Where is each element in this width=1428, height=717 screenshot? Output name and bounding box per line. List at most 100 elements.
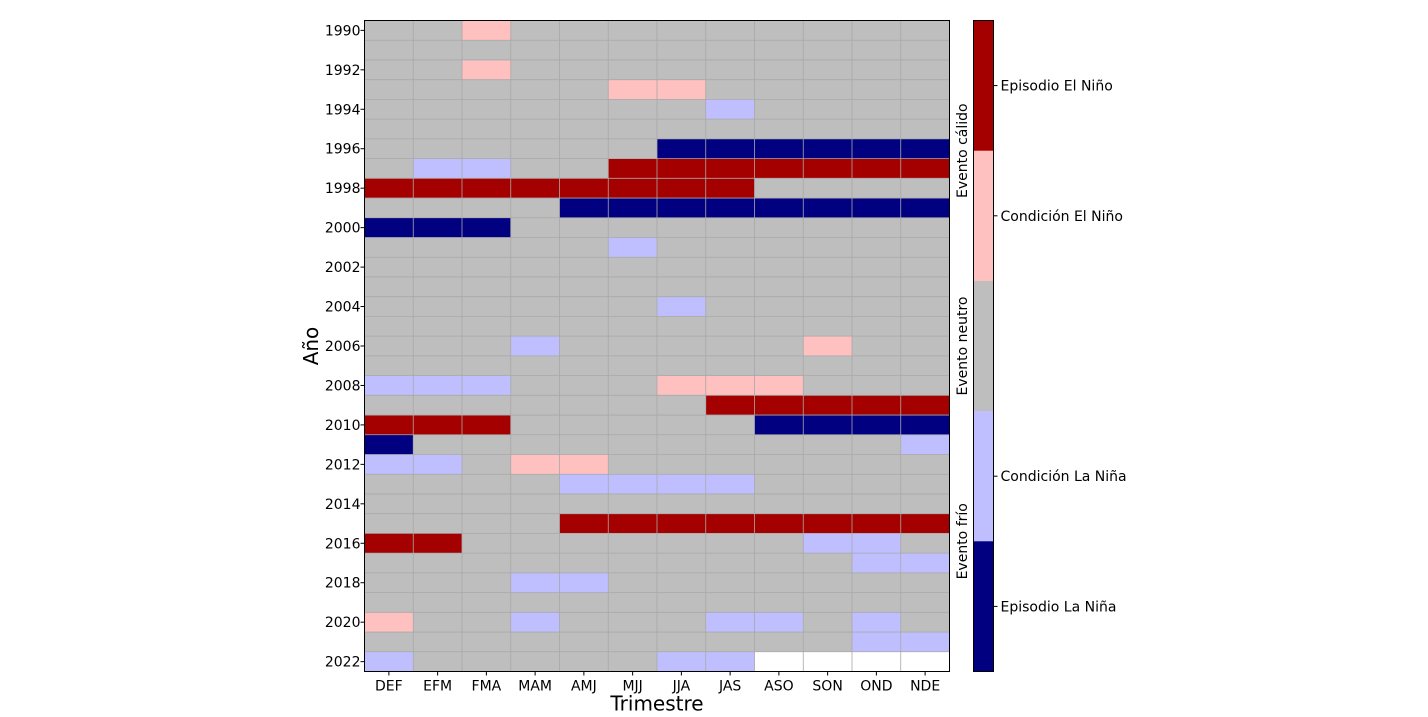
heatmap-cell (754, 198, 804, 219)
heatmap-cell (559, 316, 609, 337)
heatmap-cell (364, 572, 414, 593)
heatmap-cell (657, 158, 707, 179)
heatmap-cell (900, 59, 950, 80)
heatmap-cell (413, 99, 463, 120)
heatmap-cell (413, 651, 463, 672)
heatmap-cell (900, 158, 950, 179)
x-tick-label: NDE (910, 679, 940, 695)
heatmap-cell (413, 158, 463, 179)
heatmap-cells (364, 20, 950, 672)
heatmap-cell (803, 355, 853, 376)
heatmap-cell (900, 632, 950, 653)
y-tick-label: 2004 (325, 300, 361, 316)
heatmap-cell (364, 651, 414, 672)
heatmap-cell (364, 553, 414, 574)
heatmap-cell (803, 119, 853, 140)
heatmap-cell (705, 79, 755, 100)
y-tick-label: 1998 (325, 181, 361, 197)
heatmap-cell (608, 40, 658, 61)
heatmap-cell (754, 119, 804, 140)
x-tick-label: JAS (718, 679, 741, 695)
heatmap-cell (803, 651, 853, 672)
y-tick-label: 1994 (325, 102, 361, 118)
heatmap-cell (462, 395, 512, 416)
heatmap-cell (608, 316, 658, 337)
heatmap-cell (803, 415, 853, 436)
heatmap-cell (803, 79, 853, 100)
heatmap-cell (754, 355, 804, 376)
heatmap-cell (462, 40, 512, 61)
heatmap-cell (852, 493, 902, 514)
heatmap-cell (559, 493, 609, 514)
heatmap-cell (900, 99, 950, 120)
heatmap-cell (608, 632, 658, 653)
heatmap-cell (364, 632, 414, 653)
heatmap-cell (657, 79, 707, 100)
heatmap-cell (705, 395, 755, 416)
heatmap-cell (900, 454, 950, 475)
heatmap-cell (852, 533, 902, 554)
heatmap-cell (754, 276, 804, 297)
heatmap-cell (657, 20, 707, 41)
colorbar-segment (973, 411, 994, 542)
heatmap-cell (705, 59, 755, 80)
heatmap-cell (657, 355, 707, 376)
heatmap-cell (705, 632, 755, 653)
y-tick-label: 2012 (325, 457, 361, 473)
heatmap-cell (754, 138, 804, 159)
heatmap-cell (462, 59, 512, 80)
heatmap-cell (803, 276, 853, 297)
heatmap-cell (803, 513, 853, 534)
heatmap-cell (559, 474, 609, 495)
heatmap-cell (705, 198, 755, 219)
heatmap-cell (900, 651, 950, 672)
heatmap-cell (754, 454, 804, 475)
heatmap-cell (705, 316, 755, 337)
y-tick-label: 2018 (325, 576, 361, 592)
heatmap-cell (413, 553, 463, 574)
heatmap-cell (462, 632, 512, 653)
heatmap-cell (754, 237, 804, 258)
heatmap-cell (754, 40, 804, 61)
heatmap-cell (364, 178, 414, 199)
heatmap-cell (364, 355, 414, 376)
heatmap-cell (657, 138, 707, 159)
heatmap-cell (364, 99, 414, 120)
heatmap-cell (364, 79, 414, 100)
heatmap-cell (559, 119, 609, 140)
heatmap-cell (657, 572, 707, 593)
heatmap-cell (852, 375, 902, 396)
heatmap-cell (754, 158, 804, 179)
heatmap-cell (900, 395, 950, 416)
heatmap-cell (852, 198, 902, 219)
heatmap-cell (510, 415, 560, 436)
heatmap-cell (559, 217, 609, 238)
heatmap-cell (900, 20, 950, 41)
heatmap-cell (852, 355, 902, 376)
heatmap-cell (657, 257, 707, 278)
heatmap-cell (608, 493, 658, 514)
heatmap-cell (413, 454, 463, 475)
heatmap-cell (900, 375, 950, 396)
heatmap-cell (852, 119, 902, 140)
heatmap-cell (754, 59, 804, 80)
heatmap-cell (657, 632, 707, 653)
x-axis-ticks: DEF EFM FMA MAM AMJ MJJ JJA JAS ASO SON OND NDE (375, 671, 940, 695)
heatmap-cell (462, 217, 512, 238)
y-tick-label: 1992 (325, 63, 361, 79)
heatmap-cell (900, 138, 950, 159)
heatmap-cell (413, 474, 463, 495)
x-tick-label: EFM (423, 679, 452, 695)
heatmap-cell (462, 158, 512, 179)
heatmap-cell (754, 316, 804, 337)
heatmap-cell (559, 257, 609, 278)
heatmap-cell (852, 434, 902, 455)
heatmap-cell (462, 553, 512, 574)
heatmap-cell (657, 513, 707, 534)
heatmap-cell (608, 513, 658, 534)
heatmap-cell (803, 592, 853, 613)
heatmap-cell (462, 237, 512, 258)
heatmap-cell (364, 296, 414, 317)
heatmap-cell (754, 296, 804, 317)
